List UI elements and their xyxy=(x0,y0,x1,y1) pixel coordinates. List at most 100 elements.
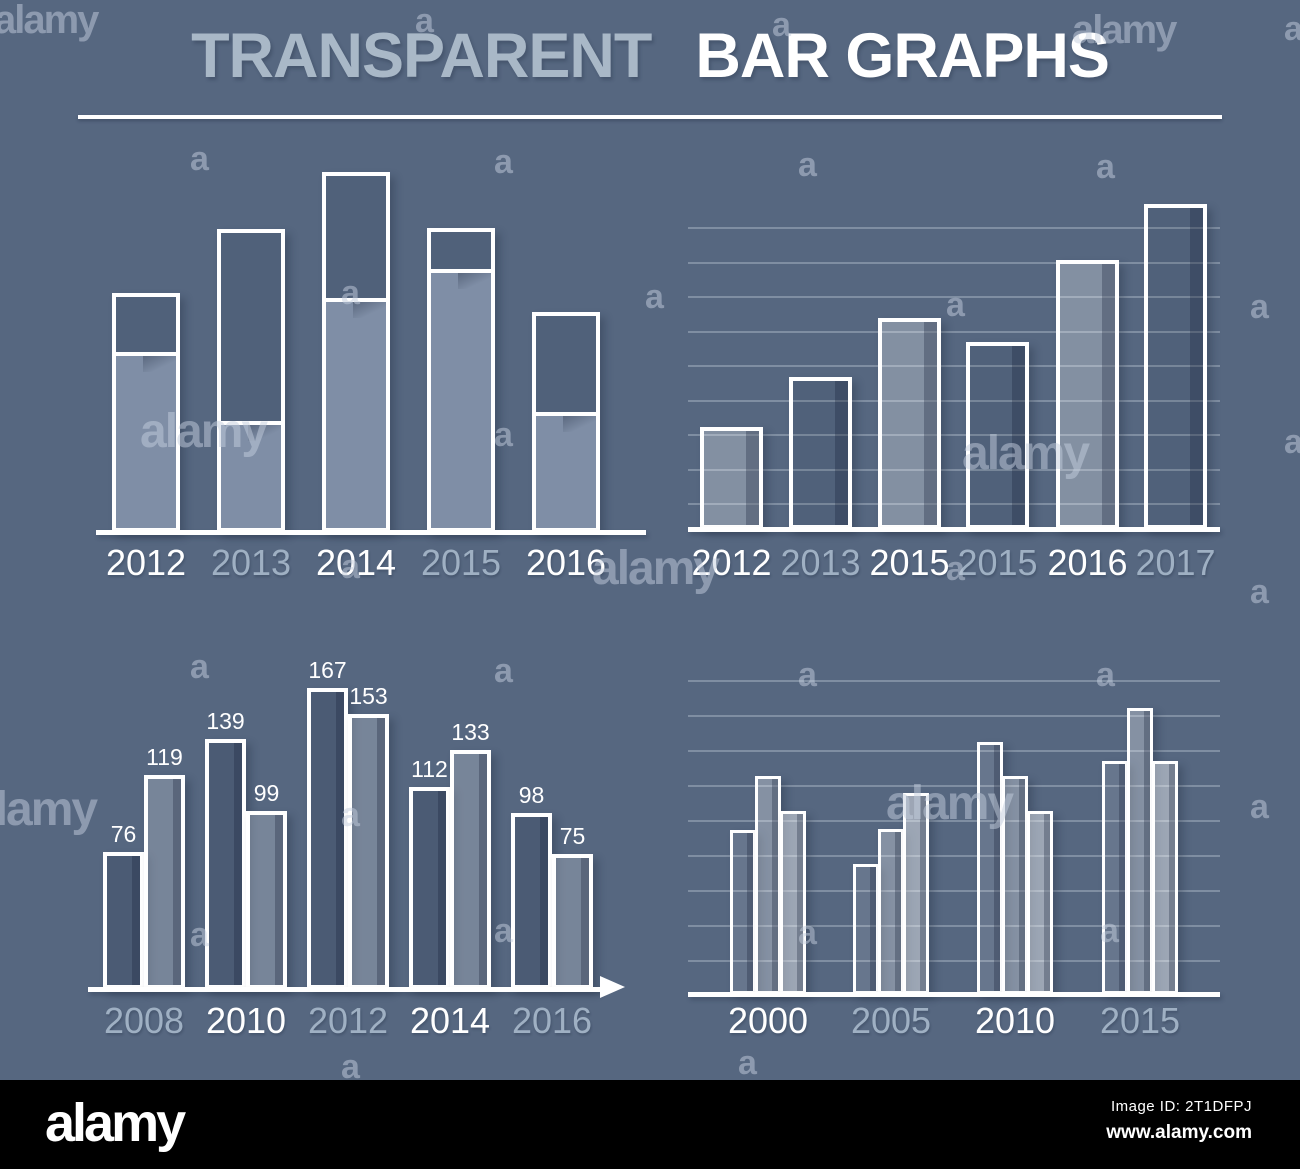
alamy-watermark: alamy xyxy=(0,0,99,42)
alamy-watermark: a xyxy=(946,550,965,588)
chart3-bar-75 xyxy=(552,854,593,989)
chart2-gridline xyxy=(688,365,1220,367)
bar-inner-shadow xyxy=(336,692,344,985)
bar-inner-shadow xyxy=(173,779,181,985)
alamy-watermark: a xyxy=(798,914,817,952)
chart3-value-label-119: 119 xyxy=(146,744,183,770)
alamy-watermark: a xyxy=(494,652,513,690)
alamy-watermark: a xyxy=(1096,148,1115,186)
alamy-watermark: a xyxy=(494,143,513,181)
chart4-bar-2000-2 xyxy=(780,811,806,994)
chart4-bar-2010-2 xyxy=(1027,811,1053,994)
chart1-bar-fill-2013 xyxy=(221,421,281,528)
chart2-gridline xyxy=(688,296,1220,298)
chart4-bar-2005-2 xyxy=(903,793,929,994)
chart2-gridline xyxy=(688,503,1220,505)
chart3-value-label-99: 99 xyxy=(253,780,280,806)
footer-info: Image ID: 2T1DFPJ www.alamy.com xyxy=(1106,1098,1252,1144)
chart3-value-label-153: 153 xyxy=(349,683,388,709)
chart2-x-axis xyxy=(688,527,1220,532)
chart3-label-2010: 2010 xyxy=(205,1000,287,1041)
chart3-value-label-133: 133 xyxy=(451,719,490,745)
chart3-bar-153 xyxy=(348,714,389,989)
chart4-bar-2005-1 xyxy=(878,829,904,994)
chart3-value-label-112: 112 xyxy=(411,756,448,782)
chart1-bar-2014 xyxy=(322,172,390,532)
chart4-bar-2015-1 xyxy=(1127,708,1153,994)
bar-inner-shadow xyxy=(479,754,487,985)
chart4-bar-2005-0 xyxy=(853,864,879,994)
chart3-value-label-76: 76 xyxy=(110,821,137,847)
alamy-watermark: a xyxy=(415,2,434,40)
chart2-label-2: 2015 xyxy=(869,542,950,583)
alamy-watermark: alamy xyxy=(0,783,98,836)
alamy-watermark: alamy xyxy=(592,542,720,595)
alamy-watermark: a xyxy=(645,278,664,316)
bar-inner-shadow xyxy=(1012,346,1025,525)
alamy-watermark: a xyxy=(190,140,209,178)
chart3-label-2016: 2016 xyxy=(511,1000,593,1041)
chart3-label-2014: 2014 xyxy=(409,1000,491,1041)
chart2-bar-2012-0 xyxy=(700,427,763,529)
chart4-gridline xyxy=(688,855,1220,857)
page-title: TRANSPARENT BAR GRAPHS xyxy=(0,20,1300,92)
chart4-bar-2010-0 xyxy=(977,742,1003,994)
chart3-value-label-98: 98 xyxy=(518,782,545,808)
fill-shadow-wedge xyxy=(248,425,281,441)
alamy-watermark: a xyxy=(1284,10,1300,48)
alamy-watermark: a xyxy=(341,274,360,312)
bar-inner-shadow xyxy=(234,743,242,985)
chart4-label-2015: 2015 xyxy=(1099,1000,1181,1041)
image-id-text: Image ID: 2T1DFPJ xyxy=(1110,1098,1252,1115)
alamy-watermark: a xyxy=(1250,288,1269,326)
chart2-label-5: 2017 xyxy=(1135,542,1216,583)
fill-shadow-wedge xyxy=(143,356,176,372)
chart3-x-axis xyxy=(88,987,602,992)
bar-inner-shadow xyxy=(1144,711,1150,991)
chart2-gridline xyxy=(688,399,1220,402)
chart2-bar-2013-1 xyxy=(789,377,852,529)
alamy-watermark: a xyxy=(1096,656,1115,694)
chart4-gridline xyxy=(688,890,1220,892)
alamy-watermark: a xyxy=(190,648,209,686)
chart1-bar-fill-2014 xyxy=(326,298,386,528)
bar-inner-shadow xyxy=(1190,208,1203,525)
chart4-bar-2000-1 xyxy=(755,776,781,994)
chart3-bar-133 xyxy=(450,750,491,989)
alamy-watermark: a xyxy=(341,796,360,834)
chart2-gridline xyxy=(688,261,1220,264)
chart3-bar-112 xyxy=(409,787,450,989)
chart4-gridline xyxy=(688,785,1220,787)
bar-inner-shadow xyxy=(132,856,140,985)
chart3-bar-119 xyxy=(144,775,185,989)
alamy-watermark: alamy xyxy=(1072,8,1177,52)
chart4-x-axis xyxy=(688,992,1220,997)
chart4-bar-2010-1 xyxy=(1002,776,1028,994)
bar-inner-shadow xyxy=(746,431,759,525)
chart1-label-2015: 2015 xyxy=(420,542,502,583)
bar-inner-shadow xyxy=(1044,814,1050,991)
chart4-label-2005: 2005 xyxy=(850,1000,932,1041)
chart1-bar-2015 xyxy=(427,228,495,532)
bar-inner-shadow xyxy=(581,858,589,985)
bar-inner-shadow xyxy=(870,867,876,991)
bar-inner-shadow xyxy=(1169,764,1175,991)
footer-bar: alamy xyxy=(0,1080,1300,1169)
alamy-watermark: alamy xyxy=(962,427,1090,480)
chart4-label-2000: 2000 xyxy=(727,1000,809,1041)
chart4-gridline xyxy=(688,820,1220,822)
fill-shadow-wedge xyxy=(563,416,596,432)
chart3-label-2012: 2012 xyxy=(307,1000,389,1041)
chart3-bar-167 xyxy=(307,688,348,989)
alamy-watermark: a xyxy=(1100,912,1119,950)
alamy-watermark: a xyxy=(772,6,791,44)
chart2-label-1: 2013 xyxy=(780,542,861,583)
page-title-part1: TRANSPARENT xyxy=(191,21,652,91)
chart3-bar-76 xyxy=(103,852,144,989)
alamy-watermark: a xyxy=(798,146,817,184)
alamy-logo: alamy xyxy=(45,1093,186,1153)
alamy-url-text: www.alamy.com xyxy=(1106,1122,1252,1143)
bar-inner-shadow xyxy=(835,381,848,525)
chart1-bar-fill-2012 xyxy=(116,352,176,528)
bar-inner-shadow xyxy=(540,817,548,985)
